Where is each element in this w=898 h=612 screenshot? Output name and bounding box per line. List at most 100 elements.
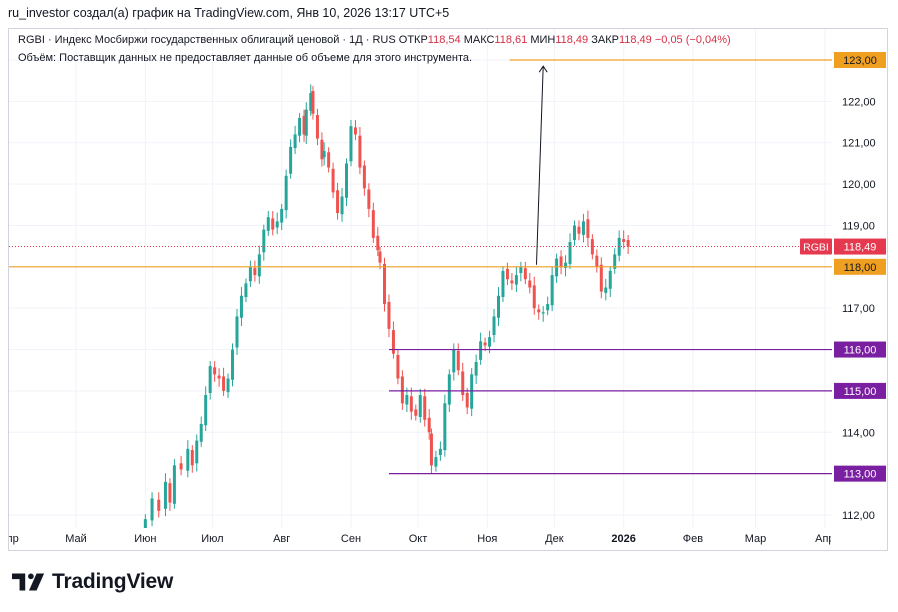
candle-body [461,371,465,396]
legend-change-value: −0,05 (−0,04%) [654,34,731,46]
legend-close-label: ЗАКР [591,34,619,46]
y-tick-label: 112,00 [842,510,875,522]
candle-body [427,417,431,433]
candle-body [483,342,487,346]
y-tick-label: 119,00 [842,220,875,232]
legend-high-label: МАКС [463,34,495,46]
candle-body [409,396,413,412]
candle-body [222,376,226,391]
candle-body [577,226,581,234]
level-label: 118,00 [844,262,877,274]
level-label-box[interactable] [834,382,886,399]
candle-body [383,263,387,305]
candle-body [204,395,208,426]
candle-body [143,519,147,528]
candle-body [262,229,266,253]
candle-body [555,258,559,277]
x-tick-label: Ноя [477,533,497,545]
last-price-label: 118,49 [844,242,877,254]
x-tick-label: Май [65,533,87,545]
candle-body [568,242,572,264]
legend-symbol[interactable]: RGBI · Индекс Мосбиржи государственных о… [18,34,396,46]
chart-caption: ru_investor создал(а) график на TradingV… [8,6,450,20]
y-tick-label: 122,00 [842,96,876,108]
x-tick-label: Окт [409,533,428,545]
level-label-box[interactable] [834,258,886,275]
candle-body [217,375,221,379]
symbol-badge [800,238,832,255]
candle-body [280,208,284,223]
arrow-head [538,65,548,73]
tradingview-logo[interactable]: TradingView [12,570,173,594]
candle-body [622,239,626,242]
candle-body [345,163,349,198]
candle-body [311,91,315,114]
candle-body [438,448,442,456]
level-label-box[interactable] [834,465,886,482]
candles [143,84,630,528]
candle-body [362,165,366,189]
x-tick-label: Апр [815,533,834,545]
candle-body [541,312,545,314]
last-price-box [834,238,886,255]
candle-body [470,374,474,409]
y-tick-label: 120,00 [842,179,876,191]
candle-body [358,135,362,168]
level-label: 123,00 [843,55,877,67]
candle-body [613,254,617,269]
candle-body [266,217,270,231]
candle-body [387,301,391,329]
candle-body [320,139,324,160]
candle-body [559,256,563,267]
candle-body [505,268,509,280]
candle-body [340,196,344,215]
candle-body [253,268,257,276]
candle-body [572,225,576,240]
candle-body [315,115,319,139]
arrow-line[interactable] [535,66,544,265]
symbol-badge-label: RGBI [803,242,829,254]
candle-body [304,109,308,136]
candle-body [479,341,483,360]
tradingview-logo-text: TradingView [52,570,174,593]
candle-body [168,483,172,503]
candle-body [322,151,326,158]
candle-body [257,254,261,277]
candle-body [157,499,161,511]
level-label-box[interactable] [834,52,886,68]
candle-body [546,304,550,311]
candle-body [514,275,518,285]
legend-low-label: МИН [530,34,556,46]
candle-body [244,283,248,298]
candle-body [418,395,422,417]
candle-body [378,251,382,263]
candle-body [523,268,527,280]
x-tick-label: Июн [134,533,156,545]
candle-body [309,93,313,111]
candle-body [434,457,438,467]
candle-body [550,275,554,306]
candle-body [349,126,353,162]
candle-body [367,189,371,209]
y-tick-label: 121,00 [842,138,876,150]
candle-body [199,424,203,442]
candle-body [298,117,302,136]
candle-body [528,280,532,288]
candle-body [195,440,199,464]
candle-body [208,366,212,393]
x-tick-label: Апр [0,533,19,545]
legend-open-value: 118,54 [427,34,461,46]
legend-low-value: 118,49 [555,34,589,46]
candle-body [179,463,183,470]
y-tick-label: 117,00 [842,303,875,315]
candle-body [599,264,603,292]
candle-body [564,262,568,269]
candle-body [186,448,190,471]
candle-body [608,270,612,289]
x-tick-label: Авг [273,533,290,545]
candle-body [190,450,194,466]
level-label-box[interactable] [834,341,886,358]
tradingview-logo-icon [12,573,45,591]
chart-frame [8,28,888,551]
